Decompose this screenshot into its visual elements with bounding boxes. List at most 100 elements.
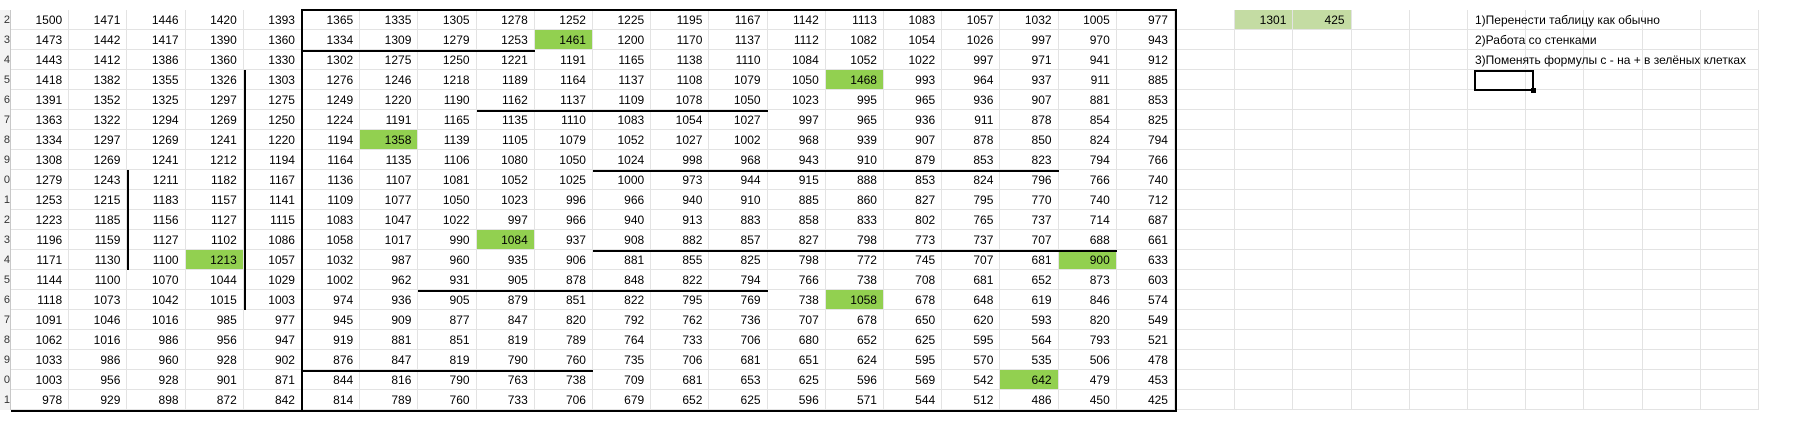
empty-cell[interactable]: [1642, 210, 1701, 230]
empty-cell[interactable]: [1409, 110, 1468, 130]
table-cell[interactable]: 1100: [127, 250, 186, 270]
table-cell[interactable]: 936: [942, 90, 1001, 110]
table-cell[interactable]: 1135: [476, 110, 535, 130]
table-cell[interactable]: 977: [1116, 10, 1175, 30]
empty-cell[interactable]: [1526, 390, 1585, 410]
table-cell[interactable]: 1026: [942, 30, 1001, 50]
table-cell[interactable]: 910: [825, 150, 884, 170]
table-cell[interactable]: 1165: [593, 50, 652, 70]
table-cell[interactable]: 650: [884, 310, 943, 330]
table-cell[interactable]: 947: [243, 330, 302, 350]
empty-cell[interactable]: [1584, 70, 1643, 90]
table-cell[interactable]: 1137: [593, 70, 652, 90]
row-header[interactable]: 2: [0, 210, 11, 230]
table-cell[interactable]: 1025: [534, 170, 593, 190]
empty-cell[interactable]: [1351, 150, 1410, 170]
table-cell[interactable]: 997: [767, 110, 826, 130]
table-cell[interactable]: 1024: [593, 150, 652, 170]
row-header[interactable]: 1: [0, 390, 11, 410]
empty-cell[interactable]: [1468, 10, 1527, 30]
empty-cell[interactable]: [1642, 70, 1701, 90]
table-cell[interactable]: 574: [1116, 290, 1175, 310]
row-header[interactable]: 1: [0, 190, 11, 210]
empty-cell[interactable]: [1351, 310, 1410, 330]
empty-cell[interactable]: [1235, 370, 1294, 390]
table-cell[interactable]: 795: [942, 190, 1001, 210]
empty-cell[interactable]: [1235, 150, 1294, 170]
table-cell[interactable]: 1000: [593, 170, 652, 190]
empty-cell[interactable]: [1177, 150, 1236, 170]
row-header[interactable]: 8: [0, 330, 11, 350]
table-cell[interactable]: 679: [593, 390, 652, 410]
table-cell[interactable]: 745: [884, 250, 943, 270]
empty-cell[interactable]: [1526, 130, 1585, 150]
table-cell[interactable]: 968: [709, 150, 768, 170]
empty-cell[interactable]: [1293, 230, 1352, 250]
table-cell[interactable]: 970: [1058, 30, 1117, 50]
table-cell[interactable]: 1195: [651, 10, 710, 30]
empty-cell[interactable]: [1351, 130, 1410, 150]
table-cell[interactable]: 1297: [185, 90, 244, 110]
empty-cell[interactable]: [1468, 90, 1527, 110]
table-cell[interactable]: 1113: [825, 10, 884, 30]
table-cell[interactable]: 733: [476, 390, 535, 410]
empty-cell[interactable]: [1526, 110, 1585, 130]
table-cell[interactable]: 1308: [11, 150, 70, 170]
row-header[interactable]: 7: [0, 310, 11, 330]
table-cell[interactable]: 1107: [360, 170, 419, 190]
table-cell[interactable]: 820: [1058, 310, 1117, 330]
table-cell[interactable]: 678: [825, 310, 884, 330]
table-cell[interactable]: 962: [360, 270, 419, 290]
table-cell[interactable]: 928: [185, 350, 244, 370]
table-cell[interactable]: 661: [1116, 230, 1175, 250]
row-header[interactable]: 4: [0, 50, 11, 70]
empty-cell[interactable]: [1177, 50, 1236, 70]
table-cell[interactable]: 1054: [884, 30, 943, 50]
empty-cell[interactable]: [1526, 310, 1585, 330]
table-cell[interactable]: 712: [1116, 190, 1175, 210]
table-cell[interactable]: 770: [1000, 190, 1059, 210]
table-cell[interactable]: 945: [302, 310, 361, 330]
empty-cell[interactable]: [1584, 190, 1643, 210]
empty-cell[interactable]: [1642, 370, 1701, 390]
table-cell[interactable]: 857: [709, 230, 768, 250]
empty-cell[interactable]: [1293, 310, 1352, 330]
empty-cell[interactable]: [1642, 170, 1701, 190]
table-cell[interactable]: 977: [243, 310, 302, 330]
empty-cell[interactable]: [1293, 150, 1352, 170]
table-cell[interactable]: 1446: [127, 10, 186, 30]
empty-cell[interactable]: [1235, 310, 1294, 330]
empty-cell[interactable]: [1526, 330, 1585, 350]
table-cell[interactable]: 1050: [709, 90, 768, 110]
empty-cell[interactable]: [1293, 110, 1352, 130]
empty-cell[interactable]: [1584, 170, 1643, 190]
table-cell[interactable]: 885: [1116, 70, 1175, 90]
table-cell[interactable]: 1079: [534, 130, 593, 150]
table-cell[interactable]: 1079: [709, 70, 768, 90]
empty-cell[interactable]: [1526, 170, 1585, 190]
table-cell[interactable]: 1391: [11, 90, 70, 110]
table-cell[interactable]: 844: [302, 370, 361, 390]
empty-cell[interactable]: [1409, 10, 1468, 30]
table-cell[interactable]: 1461: [534, 30, 593, 50]
empty-cell[interactable]: [1526, 270, 1585, 290]
table-cell[interactable]: 966: [593, 190, 652, 210]
table-cell[interactable]: 851: [534, 290, 593, 310]
table-cell[interactable]: 681: [651, 370, 710, 390]
table-cell[interactable]: 986: [69, 350, 128, 370]
table-cell[interactable]: 625: [709, 390, 768, 410]
empty-cell[interactable]: [1700, 110, 1759, 130]
empty-cell[interactable]: [1177, 250, 1236, 270]
empty-cell[interactable]: [1351, 30, 1410, 50]
table-cell[interactable]: 1002: [302, 270, 361, 290]
row-header[interactable]: 6: [0, 290, 11, 310]
table-cell[interactable]: 1224: [302, 110, 361, 130]
empty-cell[interactable]: [1177, 370, 1236, 390]
empty-cell[interactable]: [1351, 90, 1410, 110]
table-cell[interactable]: 1003: [11, 370, 70, 390]
table-cell[interactable]: 714: [1058, 210, 1117, 230]
empty-cell[interactable]: [1468, 150, 1527, 170]
table-cell[interactable]: 652: [651, 390, 710, 410]
table-cell[interactable]: 1468: [825, 70, 884, 90]
table-cell[interactable]: 1326: [185, 70, 244, 90]
